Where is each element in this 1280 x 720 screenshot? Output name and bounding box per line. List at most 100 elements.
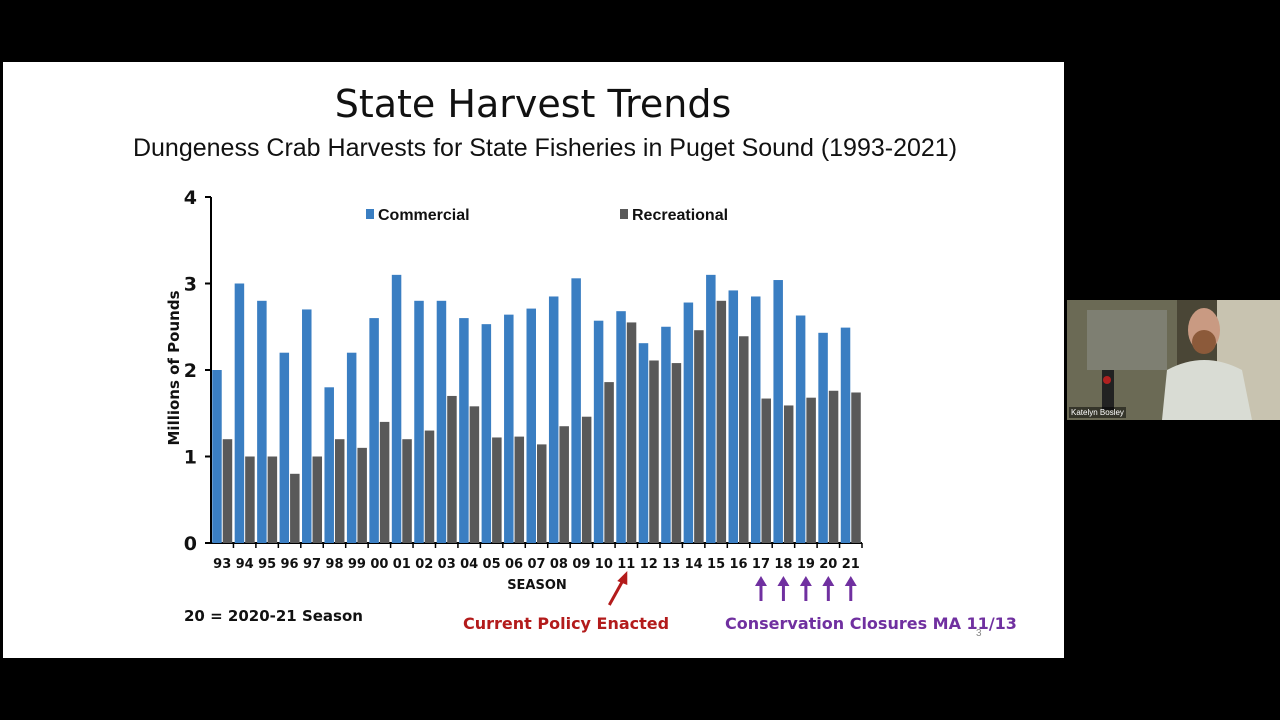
legend-swatch-1: [620, 209, 628, 219]
x-tick-label-13: 13: [662, 557, 680, 572]
recreational-bar-21: [851, 392, 861, 543]
x-tick-label-00: 00: [370, 557, 388, 572]
closure-arrow-head-17: [754, 576, 767, 586]
commercial-bar-08: [548, 296, 559, 543]
commercial-bar-95: [257, 300, 267, 543]
legend-label-0: Commercial: [378, 207, 470, 224]
commercial-bar-11: [616, 311, 626, 543]
commercial-bar-19: [795, 315, 806, 543]
x-tick-label-06: 06: [505, 557, 523, 572]
recreational-bar-00: [379, 421, 390, 543]
closure-arrow-head-19: [799, 576, 812, 586]
x-tick-label-08: 08: [550, 557, 568, 572]
commercial-bar-05: [481, 324, 492, 543]
policy-label: Current Policy Enacted: [463, 614, 670, 633]
x-tick-label-17: 17: [752, 557, 770, 572]
recreational-bar-05: [492, 437, 502, 543]
y-tick-label: 4: [184, 187, 197, 209]
legend-label-1: Recreational: [632, 207, 728, 224]
commercial-bar-94: [234, 283, 245, 543]
x-tick-label-99: 99: [348, 557, 366, 572]
participant-name: Katelyn Bosley: [1069, 407, 1126, 418]
x-tick-label-10: 10: [595, 557, 613, 572]
x-tick-label-15: 15: [707, 557, 725, 572]
x-tick-label-11: 11: [617, 557, 635, 572]
commercial-bar-21: [840, 327, 851, 543]
commercial-bar-93: [212, 370, 222, 543]
slide-page-number: 3: [976, 628, 982, 639]
x-tick-label-09: 09: [572, 557, 590, 572]
commercial-bar-97: [302, 309, 312, 543]
recreational-bar-01: [402, 439, 412, 543]
x-tick-label-93: 93: [213, 557, 231, 572]
recreational-bar-12: [649, 360, 659, 543]
commercial-bar-03: [436, 300, 447, 543]
x-tick-label-05: 05: [483, 557, 501, 572]
y-tick-label: 0: [184, 533, 197, 555]
recreational-bar-04: [469, 406, 480, 543]
y-tick-label: 1: [184, 447, 197, 469]
recreational-bar-07: [537, 444, 547, 543]
commercial-bar-96: [279, 352, 290, 543]
policy-arrow-head: [617, 571, 628, 585]
commercial-bar-07: [526, 308, 536, 543]
commercial-bar-09: [571, 278, 581, 543]
x-tick-label-02: 02: [415, 557, 433, 572]
closure-arrow-head-18: [777, 576, 790, 586]
legend-swatch-0: [366, 209, 374, 219]
webcam-video: [1067, 300, 1280, 420]
y-tick-label: 3: [184, 274, 197, 296]
commercial-bar-17: [750, 296, 761, 543]
x-tick-label-19: 19: [797, 557, 815, 572]
recreational-bar-96: [290, 473, 300, 543]
recreational-bar-98: [334, 439, 345, 543]
recreational-bar-15: [716, 300, 727, 543]
recreational-bar-95: [267, 456, 278, 543]
x-tick-label-20: 20: [819, 557, 837, 572]
recreational-bar-16: [739, 336, 749, 543]
x-tick-label-95: 95: [258, 557, 276, 572]
recreational-bar-93: [222, 439, 233, 543]
commercial-bar-18: [773, 280, 783, 543]
recreational-bar-13: [671, 363, 682, 543]
commercial-bar-01: [391, 274, 402, 543]
commercial-bar-00: [369, 318, 379, 543]
x-tick-label-16: 16: [729, 557, 747, 572]
x-tick-label-04: 04: [460, 557, 478, 572]
commercial-bar-15: [706, 274, 716, 543]
commercial-bar-16: [728, 290, 739, 543]
recreational-bar-97: [312, 456, 323, 543]
slide-title: State Harvest Trends: [334, 82, 732, 126]
x-axis-label: SEASON: [507, 578, 567, 593]
x-tick-label-94: 94: [236, 557, 254, 572]
recreational-bar-17: [761, 398, 771, 543]
x-tick-label-03: 03: [438, 557, 456, 572]
recreational-bar-11: [626, 322, 637, 543]
x-tick-label-18: 18: [774, 557, 792, 572]
recreational-bar-19: [806, 397, 816, 543]
x-tick-label-12: 12: [640, 557, 658, 572]
commercial-bar-10: [593, 320, 604, 543]
y-tick-label: 2: [184, 360, 197, 382]
x-tick-label-01: 01: [393, 557, 411, 572]
recreational-bar-94: [245, 456, 255, 543]
webcam-thumbnail[interactable]: Katelyn Bosley: [1067, 300, 1280, 420]
closure-arrow-head-20: [822, 576, 835, 586]
x-tick-label-14: 14: [685, 557, 703, 572]
recreational-bar-09: [581, 416, 592, 543]
recreational-bar-99: [357, 447, 367, 543]
commercial-bar-12: [638, 343, 649, 543]
commercial-bar-06: [504, 314, 514, 543]
slide-subtitle: Dungeness Crab Harvests for State Fisher…: [132, 134, 958, 162]
recreational-bar-03: [447, 395, 457, 543]
commercial-bar-98: [324, 387, 334, 543]
y-axis-label: Millions of Pounds: [165, 290, 183, 445]
recreational-bar-20: [828, 390, 839, 543]
recreational-bar-14: [694, 330, 704, 543]
x-tick-label-97: 97: [303, 557, 321, 572]
commercial-bar-04: [459, 318, 469, 543]
recreational-bar-18: [783, 405, 794, 543]
commercial-bar-99: [346, 352, 357, 543]
recreational-bar-02: [424, 430, 435, 543]
